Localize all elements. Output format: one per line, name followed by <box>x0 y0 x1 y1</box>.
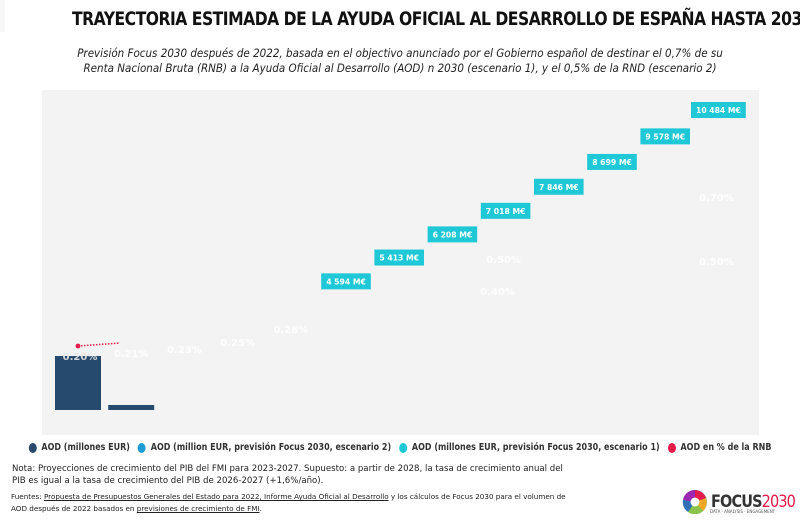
rnb-point <box>75 343 81 349</box>
value-label-box <box>480 202 531 219</box>
sources-mid: y los cálculos de Focus 2030 para el vol… <box>11 492 566 513</box>
sources-prefix: Fuentes: <box>11 492 44 501</box>
value-label: 4 594 M€ <box>326 277 366 286</box>
value-label-box <box>321 273 371 290</box>
legend-label: AOD (millones EUR, previsión Focus 2030,… <box>411 442 660 453</box>
value-label-box <box>691 102 746 119</box>
legend-item-aod-scenario1[interactable]: AOD (millones EUR, previsión Focus 2030,… <box>399 442 660 453</box>
pct-rnb-label: 0.25% <box>220 338 255 349</box>
pct-rnb-label: 0.23% <box>167 345 202 356</box>
value-label-box <box>427 226 478 243</box>
sources: Fuentes: Propuesta de Presupuestos Gener… <box>11 491 581 515</box>
value-label: 8 699 M€ <box>592 158 632 167</box>
logo-text: FOCUS2030 <box>711 492 796 512</box>
pct-rnb-label: 0.20% <box>63 352 98 363</box>
value-label: 5 413 M€ <box>379 254 419 263</box>
pct-rnb-label: 0.21% <box>114 349 149 360</box>
legend-dot-icon <box>28 442 37 453</box>
value-label-box <box>374 249 424 266</box>
value-label: 7 846 M€ <box>539 183 579 192</box>
footnote: Nota: Proyecciones de crecimiento del PI… <box>12 464 563 486</box>
legend-item-aod-pct-rnb[interactable]: AOD en % de la RNB <box>667 442 772 453</box>
left-edge <box>0 0 5 32</box>
value-label: 6 208 M€ <box>433 230 473 239</box>
value-label-box <box>587 153 637 170</box>
chart-title: TRAYECTORIA ESTIMADA DE LA AYUDA OFICIAL… <box>72 8 800 30</box>
legend-label: AOD en % de la RNB <box>680 442 772 453</box>
legend: AOD (millones EUR) AOD (million EUR, pre… <box>28 442 771 453</box>
value-label: 9 578 M€ <box>645 132 685 141</box>
chart-svg: 0.20% 0.21% 0.23% 0.25% 0.28% 0.50% 0.70% 0.40%… <box>55 102 746 410</box>
legend-dot-icon <box>137 442 146 453</box>
logo-aperture-icon <box>682 489 707 515</box>
rnb-line-segment <box>77 342 121 347</box>
legend-item-aod-scenario2[interactable]: AOD (million EUR, previsión Focus 2030, … <box>137 442 392 453</box>
aod-bar <box>55 356 101 410</box>
value-label: 10 484 M€ <box>696 106 741 115</box>
sources-end: . <box>259 504 262 513</box>
logo-tagline: DATA · ANALYSIS · ENGAGEMENT <box>710 509 776 514</box>
legend-dot-icon <box>399 442 408 453</box>
focus2030-logo[interactable]: FOCUS2030 DATA · ANALYSIS · ENGAGEMENT <box>682 489 800 515</box>
pct-rnb-label: 0.70% <box>699 193 734 204</box>
plot-area: 0.20% 0.21% 0.23% 0.25% 0.28% 0.50% 0.70% 0.40%… <box>42 90 759 435</box>
logo-name: FOCUS <box>711 492 762 512</box>
source-link-presupuestos[interactable]: Propuesta de Presupuestos Generales del … <box>43 492 389 501</box>
value-label: 7 018 M€ <box>486 207 526 216</box>
pct-rnb-label: 0.50% <box>486 255 521 266</box>
source-link-fmi[interactable]: previsiones de crecimiento de FMI <box>136 504 260 513</box>
pct-rnb-label: 0.28% <box>273 325 308 336</box>
chart-subtitle: Previsión Focus 2030 después de 2022, ba… <box>77 46 723 75</box>
value-label-box <box>640 128 690 145</box>
legend-label: AOD (millones EUR) <box>41 442 130 453</box>
pct-rnb-s2-label: 0.50% <box>699 257 734 268</box>
logo-year: 2030 <box>761 492 796 512</box>
legend-item-aod-actual[interactable]: AOD (millones EUR) <box>28 442 130 453</box>
aod-bar <box>108 405 155 410</box>
value-label-box <box>534 178 584 195</box>
legend-label: AOD (million EUR, previsión Focus 2030, … <box>150 442 392 453</box>
legend-dot-icon <box>667 442 676 453</box>
pct-rnb-s2-label: 0.40% <box>480 287 515 298</box>
